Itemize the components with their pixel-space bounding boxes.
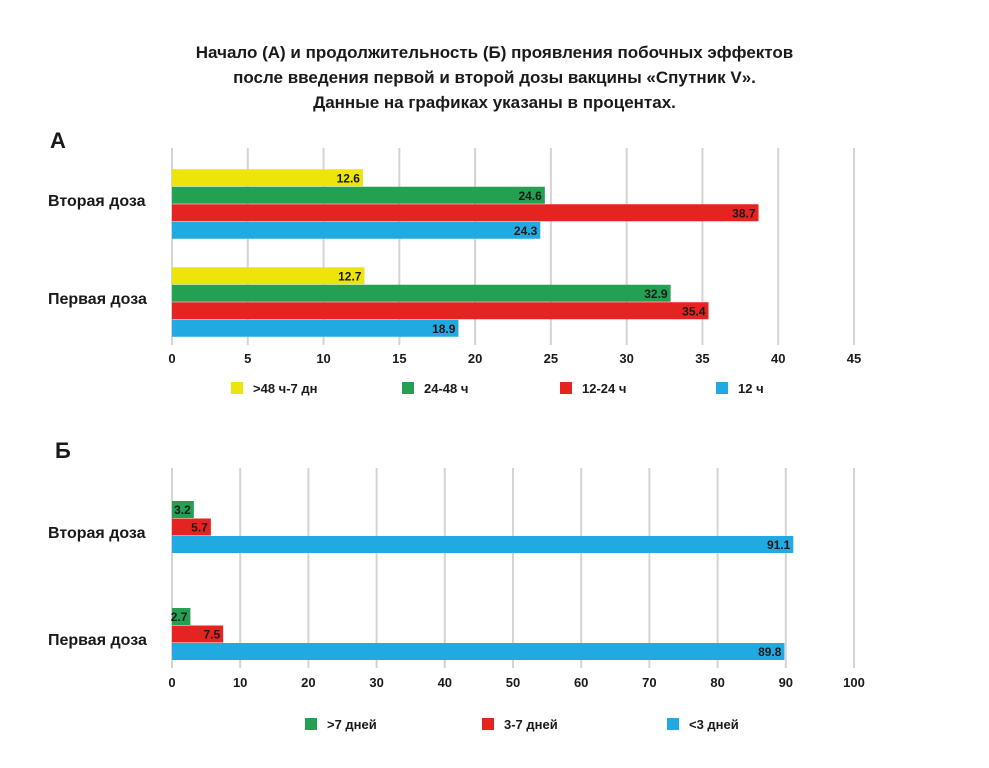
- panel-1-data-label-2-1: 12.7: [338, 269, 362, 283]
- panel-2-bar-2-2: [172, 625, 224, 643]
- panel-2-bar-1-2: [172, 518, 211, 536]
- panel-2-tick-label-7: 70: [642, 675, 656, 690]
- panel-1-legend-label-3: 12-24 ч: [582, 381, 626, 396]
- panel-2-data-label-1-3: 91.1: [767, 538, 791, 552]
- panel-1-data-label-2-3: 35.4: [682, 304, 706, 318]
- panel-1-data-label-1-1: 12.6: [337, 171, 361, 185]
- panel-1-bar-2-4: [172, 319, 459, 337]
- panel-1-legend-swatch-2: [402, 382, 414, 394]
- panel-2-data-label-2-2: 7.5: [203, 628, 220, 642]
- panel-2-legend-label-1: >7 дней: [327, 717, 377, 732]
- panel-1-tick-label-4: 20: [468, 351, 482, 366]
- panel-2-legend-label-3: <3 дней: [689, 717, 739, 732]
- chart-title-line-1: Начало (А) и продолжительность (Б) прояв…: [195, 43, 794, 62]
- panel-1-data-label-1-2: 24.6: [518, 189, 542, 203]
- panel-2-legend-swatch-3: [667, 718, 679, 730]
- panel-2-category-label-1: Вторая доза: [48, 525, 146, 542]
- panel-1-tick-label-3: 15: [392, 351, 406, 366]
- panel-1-tick-label-1: 5: [244, 351, 251, 366]
- panel-1-legend-swatch-3: [560, 382, 572, 394]
- panel-1-legend-label-2: 24-48 ч: [424, 381, 468, 396]
- panel-1-tick-label-6: 30: [619, 351, 633, 366]
- panel-1-category-label-2: Первая доза: [48, 291, 147, 308]
- panel-1-bar-1-1: [172, 169, 363, 187]
- chart-title-line-3: Данные на графиках указаны в процентах.: [313, 93, 676, 112]
- panel-1-legend-label-4: 12 ч: [738, 381, 764, 396]
- panel-2-tick-label-6: 60: [574, 675, 588, 690]
- panel-2-bar-1-1: [172, 501, 194, 518]
- panel-2-tick-label-9: 90: [779, 675, 793, 690]
- panel-1-data-label-1-3: 38.7: [732, 206, 756, 220]
- panel-1-legend-swatch-1: [231, 382, 243, 394]
- chart-title-line-2: после введения первой и второй дозы вакц…: [233, 68, 756, 87]
- panel-1-tick-label-9: 45: [847, 351, 861, 366]
- panel-2-tick-label-3: 30: [369, 675, 383, 690]
- panel-2-bar-2-1: [172, 608, 191, 625]
- panel-1-bar-2-2: [172, 284, 671, 302]
- panel-1-panel-label: А: [50, 128, 66, 153]
- panel-2-tick-label-4: 40: [438, 675, 452, 690]
- panel-1-tick-label-7: 35: [695, 351, 709, 366]
- panel-1-legend-swatch-4: [716, 382, 728, 394]
- panel-1-tick-label-8: 40: [771, 351, 785, 366]
- panel-1-bar-1-3: [172, 204, 759, 222]
- panel-2-legend-swatch-2: [482, 718, 494, 730]
- panel-1-tick-label-0: 0: [168, 351, 175, 366]
- panel-1-bar-1-4: [172, 221, 541, 239]
- panel-2-tick-label-0: 0: [168, 675, 175, 690]
- panel-1-category-label-1: Вторая доза: [48, 193, 146, 210]
- panel-1-data-label-2-4: 18.9: [432, 322, 456, 336]
- panel-1-bar-2-3: [172, 302, 709, 320]
- panel-2-legend-swatch-1: [305, 718, 317, 730]
- panel-2-tick-label-1: 10: [233, 675, 247, 690]
- panel-2-data-label-1-1: 3.2: [174, 503, 191, 517]
- panel-1-legend-label-1: >48 ч-7 дн: [253, 381, 318, 396]
- panel-2-data-label-2-3: 89.8: [758, 645, 782, 659]
- panel-1-bar-2-1: [172, 267, 365, 285]
- panel-1-bar-1-2: [172, 186, 545, 204]
- chart-title: Начало (А) и продолжительность (Б) прояв…: [0, 40, 989, 115]
- panel-2-panel-label: Б: [55, 438, 71, 463]
- panel-2-bar-1-3: [172, 536, 794, 553]
- panel-2-tick-label-2: 20: [301, 675, 315, 690]
- panel-2-tick-label-5: 50: [506, 675, 520, 690]
- panel-2-tick-label-8: 80: [710, 675, 724, 690]
- panel-1-tick-label-2: 10: [316, 351, 330, 366]
- panel-2-tick-label-10: 100: [843, 675, 865, 690]
- panel-1-data-label-2-2: 32.9: [644, 287, 668, 301]
- panel-2-bar-2-3: [172, 643, 785, 660]
- panel-2-data-label-2-1: 2.7: [171, 610, 188, 624]
- panel-2-data-label-1-2: 5.7: [191, 521, 208, 535]
- panel-1-tick-label-5: 25: [544, 351, 558, 366]
- panel-2-legend-label-2: 3-7 дней: [504, 717, 558, 732]
- panel-2-category-label-2: Первая доза: [48, 632, 147, 649]
- panel-1-data-label-1-4: 24.3: [514, 224, 538, 238]
